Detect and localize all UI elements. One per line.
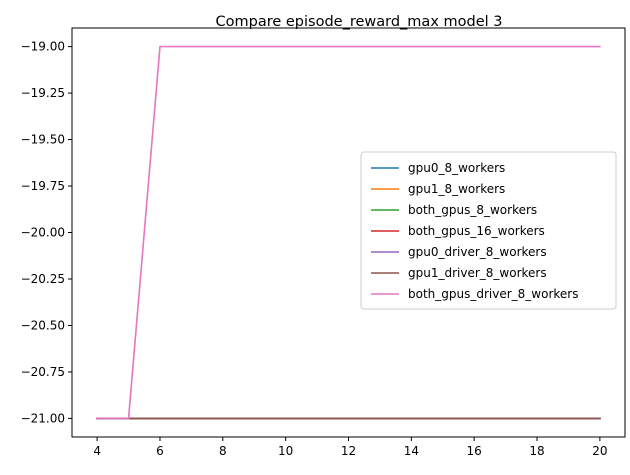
x-tick-label: 6: [156, 444, 164, 458]
y-tick-label: −19.00: [21, 40, 65, 54]
legend: gpu0_8_workers gpu1_8_workers both_gpus_8_…: [360, 151, 617, 310]
legend-entry-label: gpu0_driver_8_workers: [408, 245, 547, 259]
y-tick-label: −20.00: [21, 226, 65, 240]
legend-entry-label: gpu1_driver_8_workers: [408, 266, 547, 280]
series-lines: [96, 45, 601, 420]
y-tick-label: −21.00: [21, 411, 65, 425]
y-tick-label: −20.75: [21, 365, 65, 379]
legend-entry-label: both_gpus_driver_8_workers: [408, 287, 578, 301]
x-tick-label: 8: [219, 444, 227, 458]
x-tick-label: 16: [467, 444, 482, 458]
legend-entry-label: both_gpus_8_workers: [408, 203, 537, 217]
legend-frame: [360, 151, 617, 310]
x-tick-label: 14: [404, 444, 419, 458]
chart-title: Compare episode_reward_max model 3: [216, 14, 503, 30]
y-tick-label: −19.50: [21, 133, 65, 147]
y-tick-label: −19.25: [21, 86, 65, 100]
series-line-both_gpus_driver_8_workers: [96, 45, 601, 420]
x-tick-label: 4: [93, 444, 101, 458]
legend-entry-label: both_gpus_16_workers: [408, 224, 545, 238]
y-axis: −19.00 −19.25 −19.50 −19.75 −20.00 −20.25 −20.…: [21, 40, 72, 425]
y-tick-label: −20.25: [21, 272, 65, 286]
x-axis: 4 6 8 10 12 14 16 18 20: [93, 437, 608, 458]
legend-entry-label: gpu1_8_workers: [408, 182, 505, 196]
x-tick-label: 20: [592, 444, 607, 458]
legend-entry-label: gpu0_8_workers: [408, 161, 505, 175]
y-tick-label: −20.50: [21, 318, 65, 332]
y-tick-label: −19.75: [21, 179, 65, 193]
x-tick-label: 18: [529, 444, 544, 458]
x-tick-label: 10: [278, 444, 293, 458]
x-tick-label: 12: [341, 444, 356, 458]
